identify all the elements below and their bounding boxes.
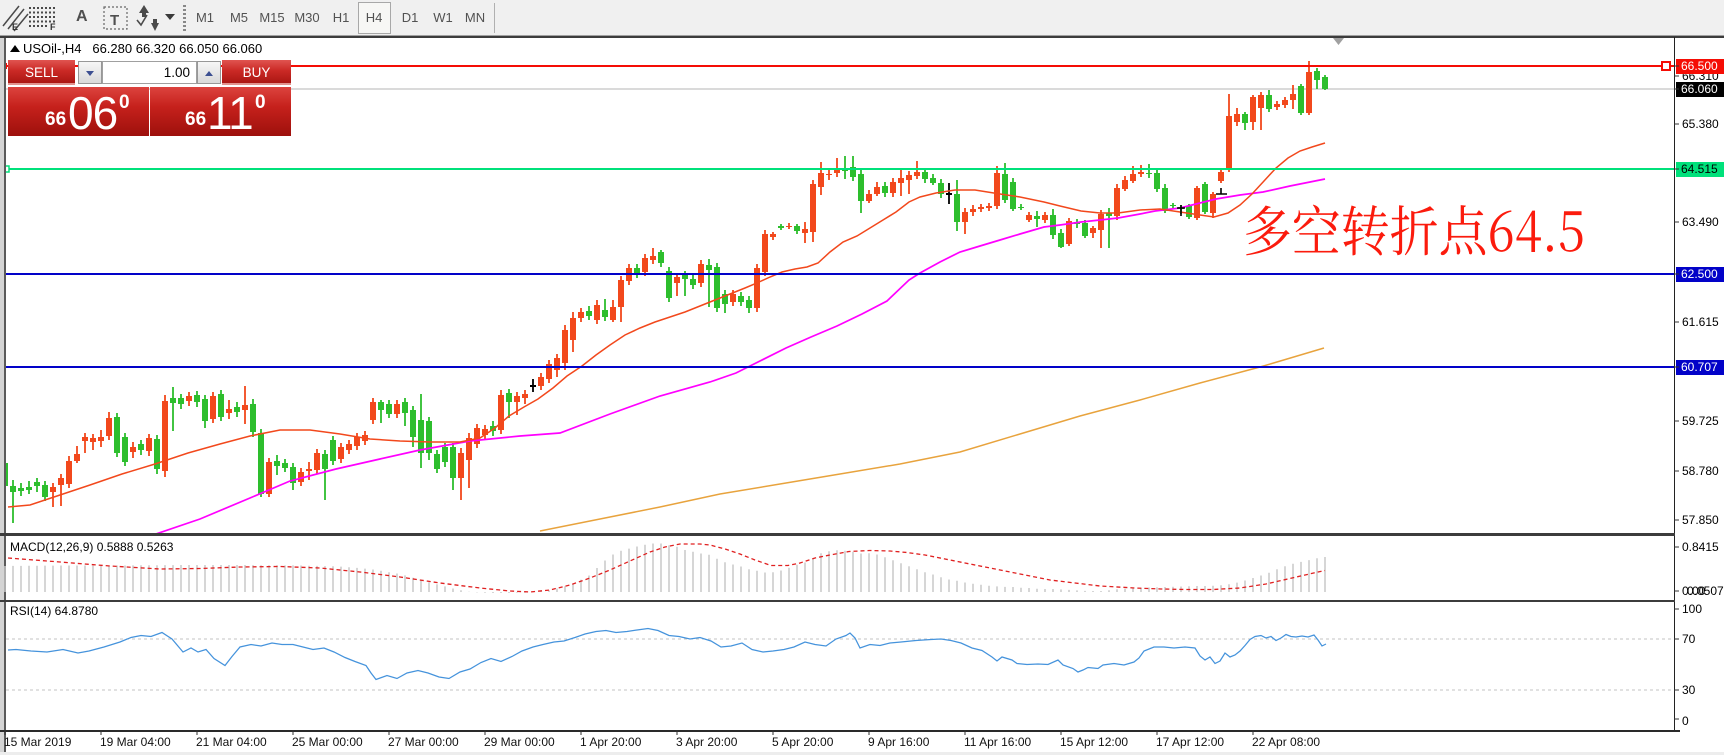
svg-text:T: T xyxy=(110,12,119,29)
svg-text:E: E xyxy=(12,22,18,32)
svg-text:F: F xyxy=(50,22,56,32)
svg-text:A: A xyxy=(76,8,88,25)
